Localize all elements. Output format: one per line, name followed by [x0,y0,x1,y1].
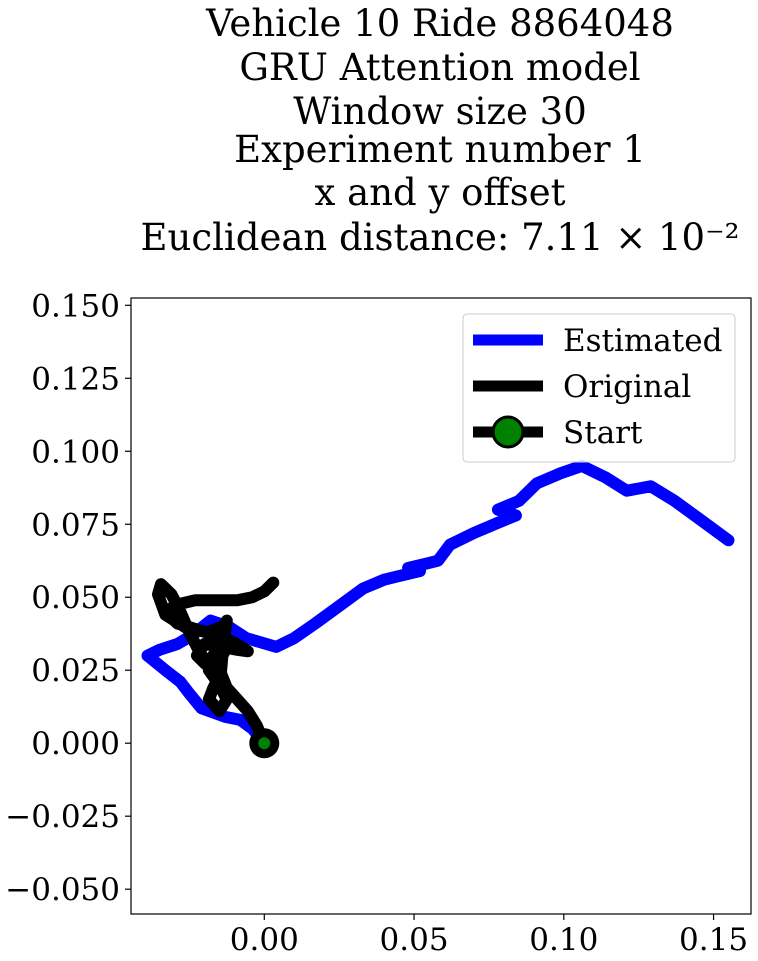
title-line-5: x and y offset [315,171,566,214]
y-tick-label: 0.000 [31,726,120,762]
marker-layer [249,728,280,759]
x-tick-label: 0.10 [529,922,598,958]
title-line-3: Window size 30 [293,90,587,133]
legend-swatch-start-marker [491,415,525,449]
y-tick-label: −0.025 [5,799,120,835]
plot-area-frame [130,297,752,915]
chart-title: Vehicle 10 Ride 8864048 GRU Attention mo… [141,2,740,259]
series-line-original [152,576,280,750]
legend: Estimated Original Start [462,313,736,463]
legend-box [462,313,736,463]
y-tick-label: 0.150 [31,288,120,324]
y-tick-label: 0.100 [31,434,120,470]
axes: 0.00 0.05 0.10 0.15 0.150 0.125 0.100 0.075 0.05… [5,288,748,958]
x-tick-label: 0.05 [380,922,449,958]
y-tick-label: 0.025 [31,653,120,689]
legend-label-original: Original [563,369,691,405]
legend-label-estimated: Estimated [563,323,722,359]
series-line-estimated [141,459,735,750]
y-tick-label: 0.050 [31,580,120,616]
legend-label-start: Start [563,415,643,451]
series-layer [141,459,735,750]
y-tick-label: 0.075 [31,507,120,543]
y-tick-label: 0.125 [31,361,120,397]
x-tick-label: 0.15 [679,922,748,958]
start-marker [258,737,271,750]
title-line-6: Euclidean distance: 7.11 × 10⁻² [141,216,740,259]
title-line-2: GRU Attention model [239,46,640,89]
title-line-4: Experiment number 1 [234,128,646,171]
x-tick-label: 0.00 [230,922,299,958]
y-tick-label: −0.050 [5,872,120,908]
title-line-1: Vehicle 10 Ride 8864048 [205,2,674,45]
